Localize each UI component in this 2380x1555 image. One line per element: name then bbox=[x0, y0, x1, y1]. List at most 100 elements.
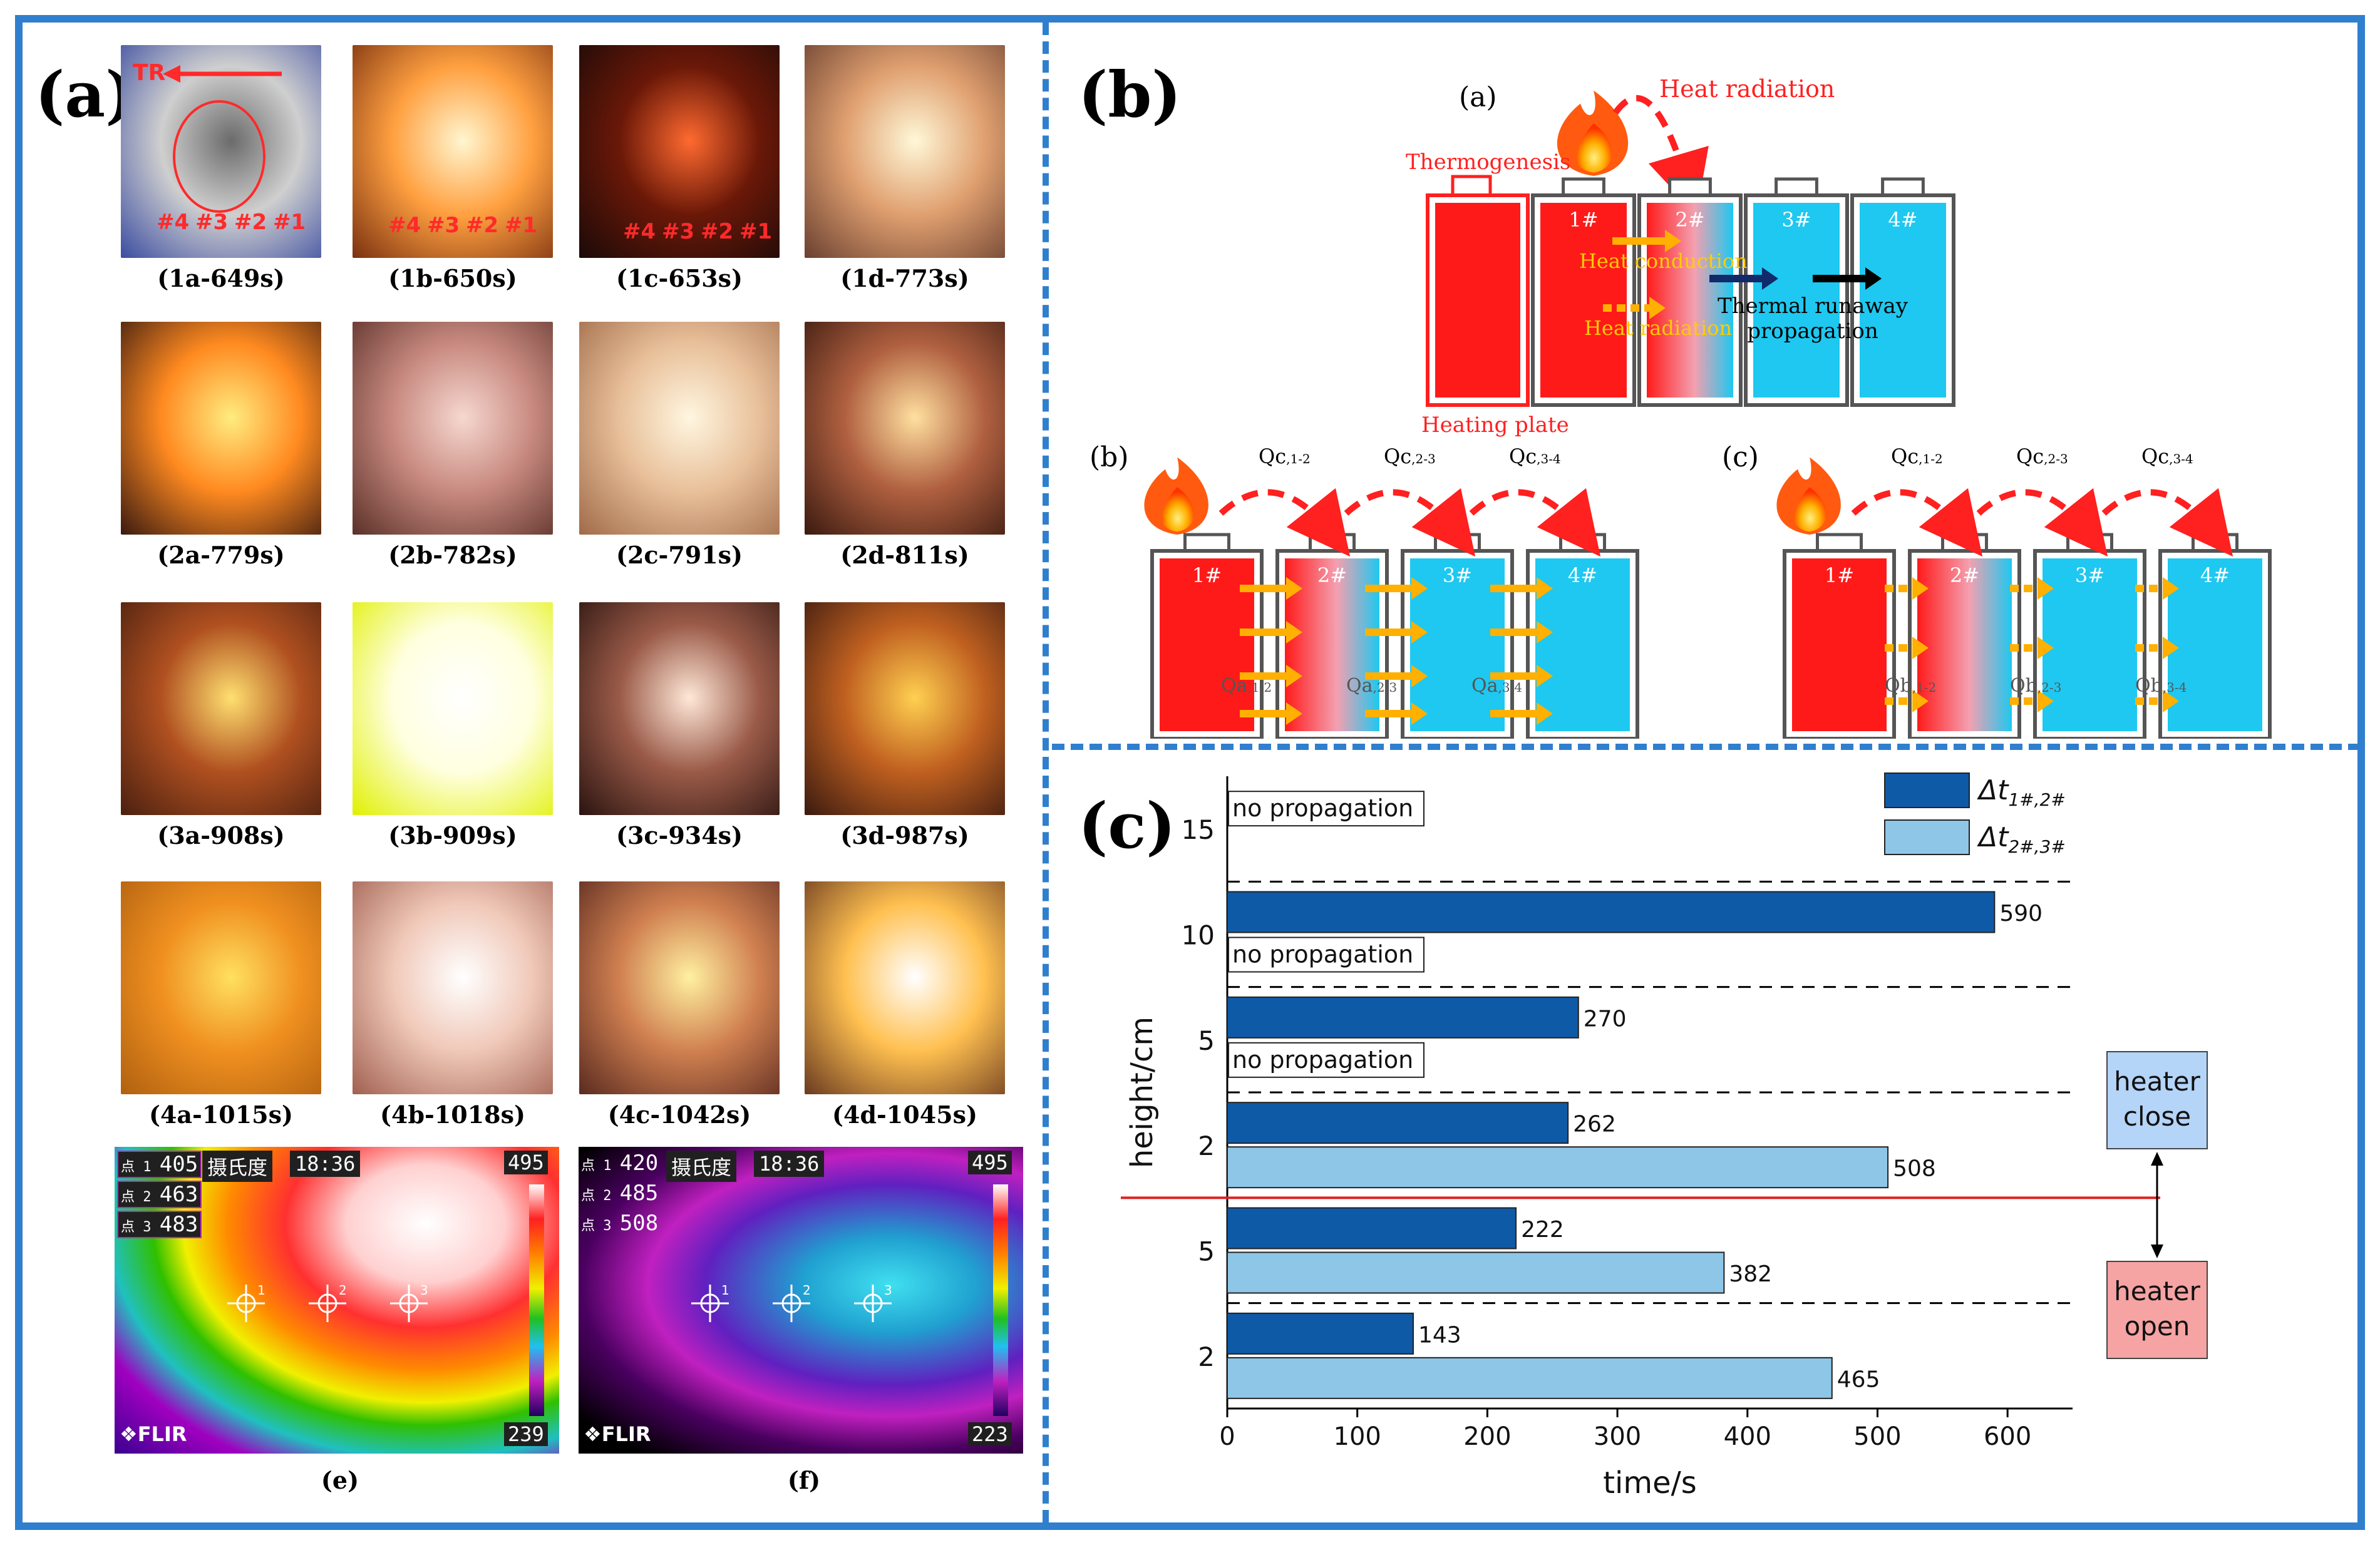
cell-number-label: #1 bbox=[273, 210, 306, 235]
height-tick-label: 2 bbox=[1198, 1131, 1215, 1161]
battery-terminal bbox=[1309, 533, 1356, 553]
heat-conduction-arrow-head bbox=[1665, 230, 1681, 252]
heat-flow-arrow-head bbox=[2037, 577, 2054, 600]
thermal-caption: (f) bbox=[787, 1466, 821, 1494]
thermal-point-value: 485 bbox=[619, 1181, 659, 1206]
heat-flow-arrow-head bbox=[1537, 621, 1553, 644]
battery-cell bbox=[1410, 558, 1505, 731]
heater-open-box bbox=[2106, 1261, 2208, 1359]
x-axis-label: time/s bbox=[1603, 1465, 1697, 1501]
legend-label: Δt2#,3# bbox=[1977, 821, 2066, 857]
photo-caption: (1b-650s) bbox=[388, 264, 517, 292]
thermal-point-value: 420 bbox=[619, 1151, 659, 1176]
heat-flow-arrow-head bbox=[1537, 577, 1553, 600]
no-propagation-label: no propagation bbox=[1232, 1046, 1413, 1074]
battery-cell bbox=[1647, 203, 1733, 398]
panel-b-label: (b) bbox=[1078, 58, 1182, 131]
flir-logo: ❖FLIR bbox=[584, 1422, 651, 1446]
crosshair-number: 2 bbox=[803, 1283, 811, 1298]
photo-caption: (1a-649s) bbox=[157, 264, 285, 292]
q-label: Qa,1-2 bbox=[1221, 675, 1272, 697]
heat-flow-arrow-head bbox=[1912, 637, 1929, 659]
battery-cell bbox=[2168, 558, 2262, 731]
thermal-point-name: 点 1 bbox=[581, 1158, 620, 1174]
cell-number-label: #2 bbox=[234, 210, 267, 235]
cell-number-label: #3 bbox=[427, 213, 460, 238]
battery-terminal bbox=[2192, 533, 2238, 553]
photo-caption: (3b-909s) bbox=[388, 821, 517, 849]
thermal-point-readout: 点 1 405 bbox=[117, 1151, 202, 1178]
photo-caption: (1c-653s) bbox=[616, 264, 743, 292]
height-tick-label: 10 bbox=[1182, 920, 1215, 951]
panel-a-label: (a) bbox=[35, 58, 135, 131]
heat-flow-arrow-head bbox=[1411, 621, 1428, 644]
heat-flow-arrow-head bbox=[2163, 637, 2179, 659]
thermal-time-label: 18:36 bbox=[290, 1151, 361, 1177]
photo-caption: (4d-1045s) bbox=[832, 1101, 977, 1129]
fire-photo bbox=[353, 602, 553, 815]
sub-a-label: (a) bbox=[1459, 81, 1497, 113]
battery-label: 2# bbox=[1317, 563, 1347, 587]
thermal-point-readout: 点 3 508 bbox=[581, 1211, 658, 1236]
heat-flow-arrow-head bbox=[2037, 637, 2054, 659]
battery-terminal bbox=[1434, 533, 1481, 553]
heater-open-label-2: open bbox=[2125, 1311, 2190, 1342]
q-label: Qb,1-2 bbox=[1885, 675, 1936, 697]
thermal-point-name: 点 1 bbox=[121, 1159, 160, 1175]
bar-value-label: 382 bbox=[1729, 1261, 1772, 1287]
cell-number-label: #1 bbox=[505, 213, 538, 238]
heater-open-label-1: heater bbox=[2114, 1276, 2201, 1306]
heat-flow-arrow-head bbox=[1537, 665, 1553, 687]
scale-max-value: 495 bbox=[968, 1151, 1012, 1174]
heat-flow-arrow-head bbox=[1286, 702, 1302, 725]
plate-terminal bbox=[1451, 175, 1492, 197]
thermal-image bbox=[579, 1147, 1023, 1454]
bar-value-label: 270 bbox=[1584, 1006, 1627, 1032]
cell-number-label: #4 bbox=[623, 219, 656, 244]
battery-cell bbox=[1285, 558, 1379, 731]
thermal-runaway-diagram: (a) Heat radiation Thermogenesis Heating pl… bbox=[1090, 75, 2272, 739]
heating-plate bbox=[1435, 203, 1520, 398]
battery-terminal bbox=[1816, 533, 1863, 553]
figure-frame bbox=[15, 15, 2365, 1530]
heat-flow-arrow-head bbox=[2163, 577, 2179, 600]
fire-photo bbox=[121, 322, 321, 535]
heat-flow-arrow-head bbox=[1912, 690, 1929, 712]
thermal-point-value: 508 bbox=[619, 1211, 659, 1236]
battery-terminal bbox=[1668, 177, 1712, 197]
fire-photo bbox=[353, 322, 553, 535]
battery-cell bbox=[1753, 203, 1840, 398]
thermal-time-label: 18:36 bbox=[754, 1151, 825, 1177]
fire-photo bbox=[579, 602, 780, 815]
fire-photo bbox=[805, 322, 1005, 535]
heat-radiation-arrow bbox=[1612, 95, 1709, 215]
thermal-point-value: 405 bbox=[159, 1152, 198, 1177]
battery-label: 3# bbox=[1781, 208, 1811, 232]
fire-photo bbox=[579, 322, 780, 535]
photo-caption: (4c-1042s) bbox=[607, 1101, 751, 1129]
qc-arrow bbox=[1851, 488, 1983, 557]
heat-flow-arrow-head bbox=[2037, 690, 2054, 712]
photo-caption: (4a-1015s) bbox=[149, 1101, 293, 1129]
thermal-unit-label: 摄氏度 bbox=[202, 1151, 273, 1182]
fire-photo bbox=[353, 881, 553, 1094]
bar-value-label: 222 bbox=[1521, 1217, 1564, 1243]
q-label: Qb,3-4 bbox=[2135, 675, 2187, 697]
bar-value-label: 262 bbox=[1573, 1112, 1616, 1137]
heat-flow-arrow-head bbox=[1286, 621, 1302, 644]
height-tick-label: 5 bbox=[1198, 1025, 1215, 1056]
thermal-point-readout: 点 3 483 bbox=[117, 1211, 202, 1238]
crosshair-number: 1 bbox=[721, 1283, 729, 1298]
heat-flow-arrow-head bbox=[1537, 702, 1553, 725]
heater-close-label-1: heater bbox=[2114, 1066, 2201, 1097]
bar-dt23 bbox=[1227, 1357, 1833, 1399]
propagation-label: propagation bbox=[1747, 319, 1878, 344]
heat-radiation-arrow-2-head bbox=[1649, 297, 1666, 319]
horizontal-divider bbox=[1052, 744, 2361, 750]
propagation-arrow-black-head bbox=[1865, 267, 1882, 290]
y-axis-label: height/cm bbox=[1125, 1017, 1160, 1168]
thermal-unit-label: 摄氏度 bbox=[666, 1151, 737, 1182]
temperature-scale-bar bbox=[993, 1184, 1008, 1416]
qc-label: Qc,1-2 bbox=[1259, 444, 1311, 468]
cell-number-label: #4 bbox=[388, 213, 421, 238]
